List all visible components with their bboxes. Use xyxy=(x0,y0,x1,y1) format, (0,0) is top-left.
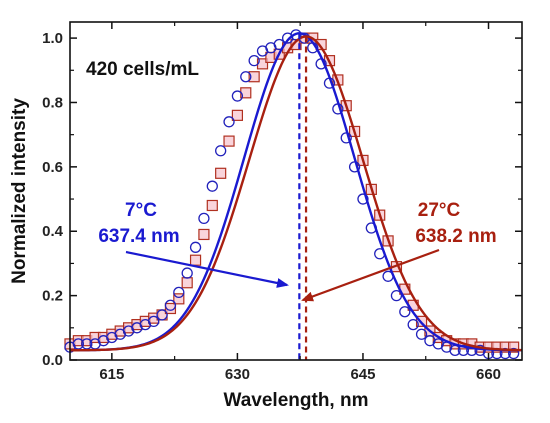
square-marker-point xyxy=(189,254,202,266)
square-marker-point xyxy=(248,71,260,83)
x-axis-label: Wavelength, nm xyxy=(224,390,369,411)
circle-marker-point xyxy=(248,54,260,67)
circle-marker-point xyxy=(189,241,202,253)
circle-marker-point xyxy=(206,180,218,192)
square-marker-point xyxy=(508,341,520,353)
circle-marker-point xyxy=(181,267,193,279)
circle-marker-point xyxy=(215,145,227,157)
concentration-label: 420 cells/mL xyxy=(86,59,199,80)
circle-marker-point xyxy=(164,299,177,311)
circle-marker-point xyxy=(507,347,520,360)
circle-marker-point xyxy=(173,286,185,299)
x-tick-label: 630 xyxy=(225,366,250,383)
circle-marker-point xyxy=(72,338,85,350)
square-marker-point xyxy=(164,302,177,315)
circle-marker-point xyxy=(240,71,252,83)
warm-temp-label: 27°C xyxy=(418,200,461,221)
y-tick-label: 0.6 xyxy=(42,159,63,176)
circle-marker-point xyxy=(231,90,244,102)
square-marker-point xyxy=(215,167,227,179)
y-tick-label: 0.8 xyxy=(42,94,63,111)
circle-marker-point xyxy=(390,289,403,302)
circle-marker-point xyxy=(407,318,419,331)
circle-marker-point xyxy=(148,315,160,328)
circle-marker-point xyxy=(81,338,93,350)
y-tick-labels: 0.0 0.2 0.4 0.6 0.8 1.0 xyxy=(42,30,64,369)
circle-marker-point xyxy=(156,309,168,321)
peak-lines-layer xyxy=(298,33,308,360)
y-tick-label: 1.0 xyxy=(42,30,63,47)
square-marker-point xyxy=(181,277,193,289)
y-tick-label: 0.2 xyxy=(42,288,63,305)
warm-peak-arrow xyxy=(301,248,440,302)
cold-peak-label: 637.4 nm xyxy=(98,226,179,247)
circle-marker-point xyxy=(198,212,210,225)
x-tick-label: 660 xyxy=(476,366,501,383)
warm-peak-label: 638.2 nm xyxy=(415,226,496,247)
circle-marker-point xyxy=(415,328,428,340)
ticks-layer xyxy=(70,22,522,361)
cold-temp-label: 7°C xyxy=(125,200,157,221)
square-marker-point xyxy=(173,293,185,305)
fits-layer xyxy=(69,32,523,352)
cold-peak-arrow xyxy=(125,250,289,288)
circle-marker-point xyxy=(357,193,369,205)
y-axis-label: Normalized intensity xyxy=(9,98,30,284)
plot-frame xyxy=(69,21,523,361)
x-tick-label: 645 xyxy=(350,366,375,383)
x-tick-labels: 615 630 645 660 xyxy=(99,366,501,383)
x-tick-label: 615 xyxy=(99,366,124,383)
circle-marker-point xyxy=(399,306,411,318)
y-tick-label: 0.4 xyxy=(42,223,64,240)
square-marker-point xyxy=(223,135,235,147)
square-marker-point xyxy=(231,109,244,121)
square-marker-point xyxy=(198,228,210,241)
circle-marker-point xyxy=(223,116,235,128)
square-marker-point xyxy=(206,199,218,212)
y-tick-label: 0.0 xyxy=(42,352,63,369)
fit-curve xyxy=(69,35,523,352)
